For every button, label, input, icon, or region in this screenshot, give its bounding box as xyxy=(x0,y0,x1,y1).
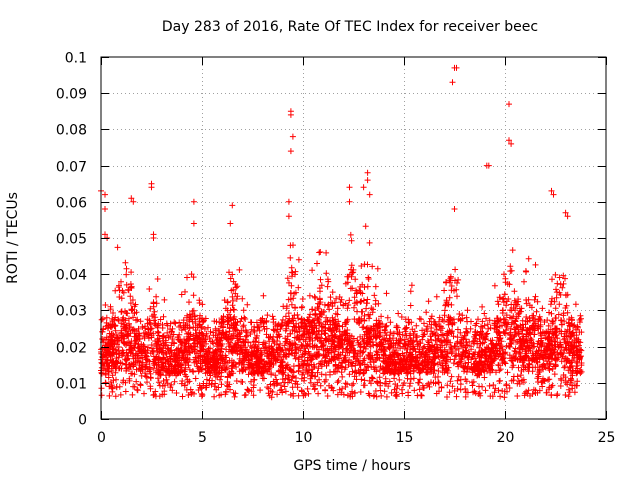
x-axis-label: GPS time / hours xyxy=(293,458,410,474)
y-tick-label: 0.06 xyxy=(56,196,87,212)
x-tick-label: 25 xyxy=(598,430,616,446)
y-tick-label: 0.07 xyxy=(56,160,87,176)
x-tick-label: 10 xyxy=(295,430,313,446)
x-tick-label: 0 xyxy=(97,430,106,446)
y-tick-label: 0.09 xyxy=(56,87,87,103)
roti-points xyxy=(98,64,585,401)
x-tick-label: 5 xyxy=(198,430,207,446)
y-tick-label: 0.04 xyxy=(56,268,87,284)
y-tick-label: 0.01 xyxy=(56,377,87,393)
x-tick-label: 15 xyxy=(396,430,414,446)
y-tick-label: 0.1 xyxy=(65,51,87,67)
y-tick-label: 0.08 xyxy=(56,123,87,139)
y-tick-label: 0 xyxy=(78,413,87,429)
axis-ticks: 0 0.01 0.02 0.03 0.04 0.05 0.06 0.07 0.08 0.09 0.1… xyxy=(56,51,616,447)
y-axis-label: ROTI / TECUs xyxy=(5,192,21,284)
y-tick-label: 0.02 xyxy=(56,341,87,357)
y-tick-label: 0.03 xyxy=(56,304,87,320)
chart-title: Day 283 of 2016, Rate Of TEC Index for r… xyxy=(162,19,538,35)
x-tick-label: 20 xyxy=(497,430,515,446)
data-points xyxy=(98,64,585,401)
y-tick-label: 0.05 xyxy=(56,232,87,248)
